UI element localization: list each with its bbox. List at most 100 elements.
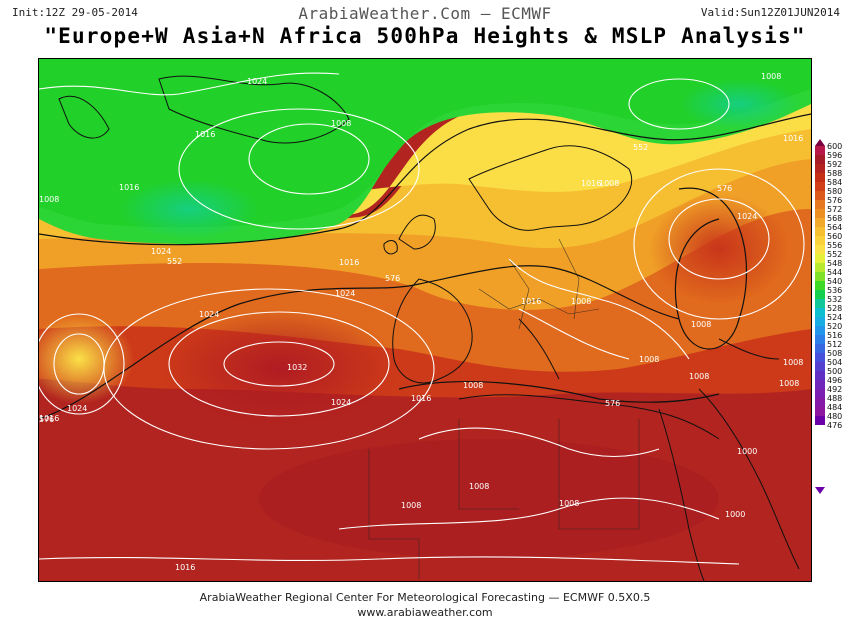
contour-label: 1016 [175, 563, 195, 572]
colorbar-label: 584 [827, 178, 843, 187]
warm-core-west [39, 314, 134, 404]
colorbar-cell [815, 308, 825, 317]
map-title: "Europe+W Asia+N Africa 500hPa Heights &… [44, 24, 806, 48]
contour-label: 576 [605, 399, 620, 408]
colorbar-label: 596 [827, 151, 843, 160]
colorbar-cell [815, 344, 825, 353]
colorbar-label: 544 [827, 268, 843, 277]
weather-map: 1024 1008 1016 1016 1008 1024 552 1016 1… [38, 58, 812, 582]
colorbar-label: 556 [827, 241, 843, 250]
colorbar-label: 500 [827, 367, 843, 376]
contour-label: 1016 [783, 134, 803, 143]
colorbar-cell [815, 371, 825, 380]
colorbar-bottom-arrow [815, 487, 825, 494]
valid-time: Valid:Sun12Z01JUN2014 [700, 6, 840, 19]
contour-label: 576 [385, 274, 400, 283]
colorbar-label: 588 [827, 169, 843, 178]
colorbar-label: 580 [827, 187, 843, 196]
contour-label: 1032 [287, 363, 307, 372]
contour-label: 1008 [689, 372, 709, 381]
contour-label: 1008 [639, 355, 659, 364]
contour-label: 1000 [725, 510, 745, 519]
colorbar-cell [815, 362, 825, 371]
colorbar-cell [815, 407, 825, 416]
colorbar-label: 512 [827, 340, 843, 349]
contour-label: 1008 [39, 195, 59, 204]
colorbar-cell [815, 290, 825, 299]
colorbar-cell [815, 389, 825, 398]
low-core-northeast [679, 79, 799, 129]
contour-label: 1008 [571, 297, 591, 306]
colorbar-cell [815, 245, 825, 254]
isobars [39, 72, 805, 565]
colorbar-label: 592 [827, 160, 843, 169]
footer-credit: ArabiaWeather Regional Center For Meteor… [199, 591, 651, 604]
contour-label: 1024 [67, 404, 87, 413]
colorbar-cell [815, 272, 825, 281]
colorbar-label: 528 [827, 304, 843, 313]
low-core-north [119, 179, 259, 239]
source-label: ArabiaWeather.Com — ECMWF [298, 4, 552, 23]
colorbar-cell [815, 326, 825, 335]
contour-label: 1008 [559, 499, 579, 508]
contour-label: 1008 [779, 379, 799, 388]
colorbar-label: 600 [827, 142, 843, 151]
colorbar-cell [815, 218, 825, 227]
colorbar-cell [815, 299, 825, 308]
contour-label: 1008 [469, 482, 489, 491]
colorbar-label: 508 [827, 349, 843, 358]
colorbar-label: 560 [827, 232, 843, 241]
footer-url: www.arabiaweather.com [357, 606, 493, 619]
colorbar-label: 492 [827, 385, 843, 394]
colorbar-label: 540 [827, 277, 843, 286]
contour-label: 1016 [581, 179, 601, 188]
colorbar-label: 524 [827, 313, 843, 322]
colorbar-cell [815, 353, 825, 362]
colorbar-label: 572 [827, 205, 843, 214]
contour-label: 1024 [335, 289, 355, 298]
sahara-core [259, 439, 719, 559]
height-band-536 [39, 59, 811, 228]
contour-labels: 1024 1008 1016 1016 1008 1024 552 1016 1… [39, 72, 803, 572]
contour-label: 1024 [199, 310, 219, 319]
contour-label: 1024 [247, 77, 267, 86]
contour-label: 1016 [39, 414, 59, 423]
init-time: Init:12Z 29-05-2014 [12, 6, 138, 19]
colorbar-label: 568 [827, 214, 843, 223]
contour-label: 576 [717, 184, 732, 193]
colorbar-cell [815, 380, 825, 389]
colorbar [815, 146, 825, 425]
coastlines [58, 75, 800, 581]
colorbar-cell [815, 335, 825, 344]
contour-label: 1024 [737, 212, 757, 221]
colorbar-label: 576 [827, 196, 843, 205]
colorbar-cell [815, 191, 825, 200]
colorbar-label: 496 [827, 376, 843, 385]
colorbar-cell [815, 164, 825, 173]
colorbar-label: 516 [827, 331, 843, 340]
colorbar-cell [815, 182, 825, 191]
russia-high-core [649, 194, 789, 304]
colorbar-label: 564 [827, 223, 843, 232]
colorbar-cell [815, 398, 825, 407]
colorbar-label: 484 [827, 403, 843, 412]
colorbar-label: 480 [827, 412, 843, 421]
colorbar-label: 536 [827, 286, 843, 295]
contour-label: 1016 [521, 297, 541, 306]
contour-label: 1024 [331, 398, 351, 407]
colorbar-cell [815, 227, 825, 236]
contour-label: 576 [39, 415, 54, 424]
contour-label: 1016 [339, 258, 359, 267]
colorbar-top-arrow [815, 139, 825, 146]
colorbar-cell [815, 209, 825, 218]
colorbar-label: 504 [827, 358, 843, 367]
colorbar-label: 532 [827, 295, 843, 304]
colorbar-cell [815, 173, 825, 182]
colorbar-cell [815, 236, 825, 245]
azores-high-core [159, 309, 399, 429]
colorbar-label: 552 [827, 250, 843, 259]
contour-label: 1008 [783, 358, 803, 367]
colorbar-cell [815, 146, 825, 155]
contour-label: 1008 [331, 119, 351, 128]
colorbar-cell [815, 281, 825, 290]
